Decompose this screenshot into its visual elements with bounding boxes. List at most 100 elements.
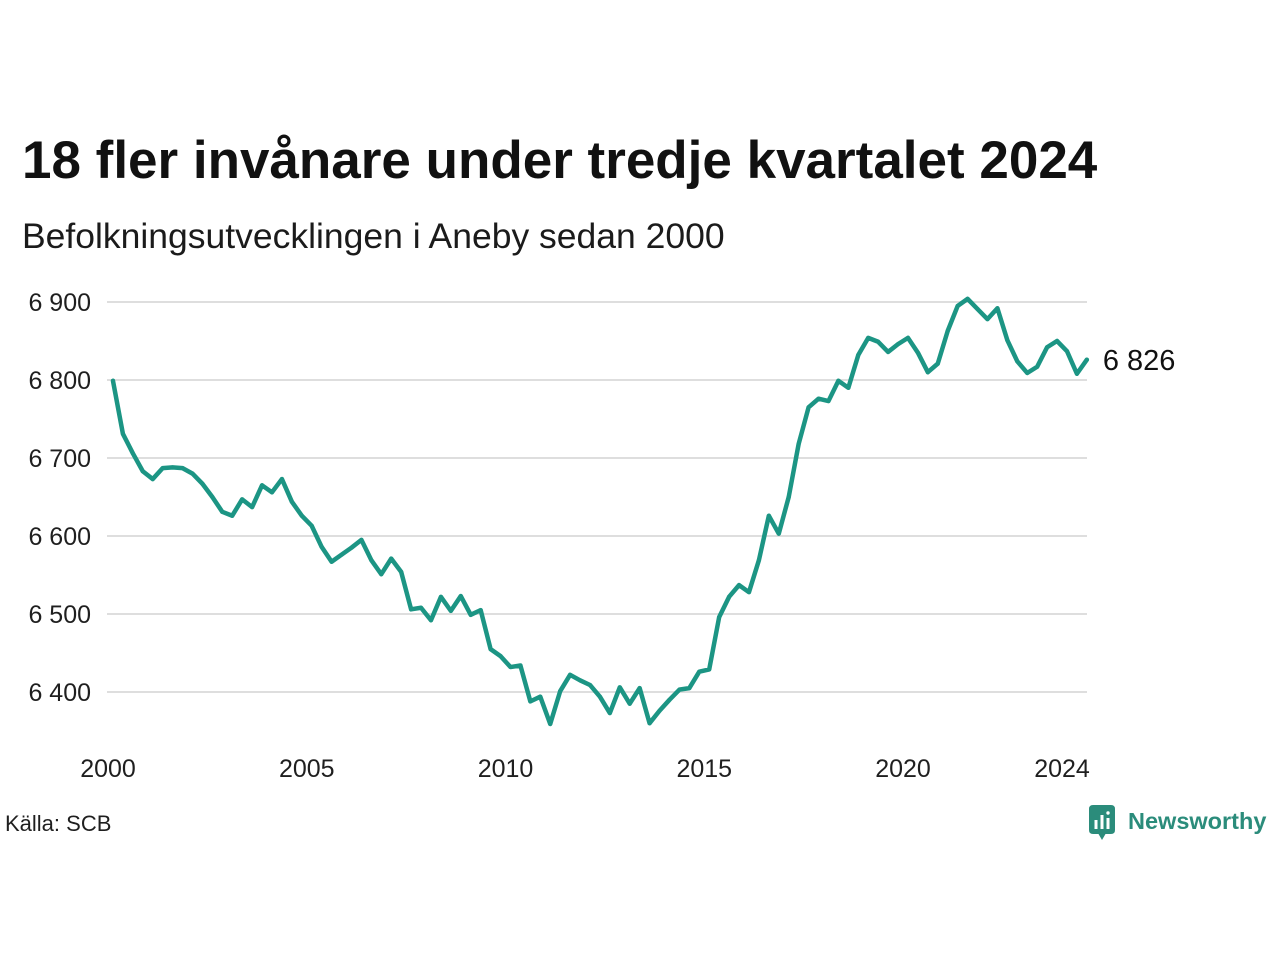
- data-point: [657, 708, 662, 713]
- data-point: [578, 678, 583, 683]
- data-point: [359, 537, 364, 542]
- data-point: [289, 499, 294, 504]
- data-point: [339, 552, 344, 557]
- x-tick-label: 2000: [80, 755, 136, 783]
- data-point: [1084, 357, 1089, 362]
- data-point: [488, 647, 493, 652]
- data-point: [1064, 349, 1069, 354]
- data-point: [299, 513, 304, 518]
- data-point: [995, 306, 1000, 311]
- data-point: [448, 608, 453, 613]
- y-axis: 6 900 6 800 6 700 6 600 6 500 6 400: [28, 289, 91, 707]
- data-point: [737, 583, 742, 588]
- x-tick-label: 2020: [875, 755, 931, 783]
- logo-bar: [1094, 820, 1098, 829]
- x-tick-label: 2024: [1034, 755, 1090, 783]
- data-point: [210, 495, 215, 499]
- data-point: [150, 477, 155, 482]
- data-point: [597, 694, 602, 699]
- data-point: [776, 531, 781, 536]
- data-point: [717, 615, 722, 620]
- data-point: [856, 353, 861, 358]
- data-point: [915, 350, 920, 355]
- last-value-label: 6 826: [1103, 345, 1176, 377]
- data-point: [677, 687, 682, 692]
- chart-title: 18 fler invånare under tredje kvartalet …: [22, 131, 1098, 190]
- data-point: [230, 513, 235, 518]
- logo-bar: [1106, 818, 1110, 829]
- data-point: [279, 477, 284, 482]
- data-labels: 6 826: [1103, 345, 1176, 377]
- data-point: [240, 497, 245, 502]
- data-point: [548, 721, 553, 726]
- data-point: [727, 594, 732, 599]
- data-point: [389, 556, 394, 561]
- data-point: [419, 605, 424, 610]
- data-point: [756, 558, 761, 563]
- data-point: [190, 471, 195, 476]
- data-point: [796, 441, 801, 446]
- x-tick-label: 2005: [279, 755, 335, 783]
- data-point: [836, 378, 841, 383]
- data-point: [558, 689, 563, 694]
- data-point: [647, 721, 652, 726]
- data-point: [180, 466, 185, 471]
- data-point: [309, 523, 314, 528]
- data-point: [399, 569, 404, 574]
- y-tick-label: 6 600: [28, 523, 91, 551]
- data-point: [508, 665, 513, 670]
- data-point: [697, 669, 702, 674]
- data-point: [896, 342, 901, 347]
- data-point: [786, 495, 791, 499]
- data-point: [1045, 345, 1050, 350]
- data-point: [458, 594, 463, 599]
- x-tick-label: 2015: [676, 755, 732, 783]
- data-point: [985, 317, 990, 322]
- y-tick-label: 6 900: [28, 289, 91, 317]
- data-point: [816, 396, 821, 401]
- plot-area: [110, 296, 1090, 727]
- y-tick-label: 6 500: [28, 601, 91, 629]
- data-point: [269, 490, 274, 495]
- source-note: Källa: SCB: [5, 811, 111, 836]
- brand-name: Newsworthy: [1128, 808, 1266, 834]
- data-point: [568, 672, 573, 677]
- data-point: [438, 594, 443, 599]
- data-point: [846, 385, 851, 390]
- data-point: [637, 686, 642, 691]
- data-point: [1055, 339, 1060, 343]
- data-point: [250, 505, 255, 510]
- data-point: [617, 685, 622, 690]
- data-point: [826, 399, 831, 404]
- y-tick-label: 6 800: [28, 367, 91, 395]
- data-point: [1074, 371, 1079, 376]
- data-point: [707, 667, 712, 672]
- data-point: [955, 303, 960, 308]
- data-point: [1025, 370, 1030, 375]
- data-point: [140, 469, 145, 474]
- data-point: [687, 686, 692, 691]
- data-point: [925, 370, 930, 375]
- data-point: [627, 701, 632, 706]
- chart-subtitle: Befolkningsutvecklingen i Aneby sedan 20…: [22, 216, 725, 256]
- series-line: [110, 296, 1090, 727]
- data-point: [409, 607, 414, 612]
- data-point: [607, 711, 612, 716]
- data-point: [170, 465, 175, 470]
- brand-logo: Newsworthy: [1089, 805, 1266, 840]
- data-point: [538, 694, 543, 699]
- data-point: [329, 559, 334, 564]
- data-point: [468, 612, 473, 617]
- data-point: [498, 654, 503, 659]
- data-point: [528, 699, 533, 704]
- data-point: [518, 663, 523, 668]
- data-point: [1035, 364, 1040, 369]
- y-tick-label: 6 400: [28, 679, 91, 707]
- data-point: [120, 431, 125, 436]
- data-point: [428, 618, 433, 623]
- data-point: [110, 378, 115, 383]
- data-point: [746, 590, 751, 595]
- data-point: [965, 296, 970, 301]
- data-point: [160, 466, 165, 471]
